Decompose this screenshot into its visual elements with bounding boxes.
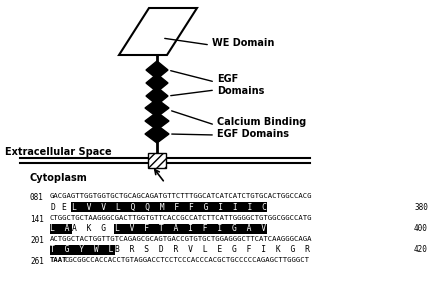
Text: E: E [61, 203, 66, 212]
Text: 380: 380 [414, 203, 428, 212]
Polygon shape [146, 87, 168, 105]
Polygon shape [145, 112, 169, 130]
Polygon shape [145, 125, 169, 143]
Text: Calcium Binding
EGF Domains: Calcium Binding EGF Domains [217, 117, 306, 139]
Text: L  V  V  L  Q  Q  M  F  F  G  I  I  I  C  A  L  A  T: L V V L Q Q M F F G I I I C A L A T [72, 203, 326, 212]
Bar [49, 245, 115, 255]
Text: CTGGCTGCTAAGGGCGACTTGGTGTTCACCGCCATCTTCATTGGGGCTGTGGCGGCCATG: CTGGCTGCTAAGGGCGACTTGGTGTTCACCGCCATCTTCA… [50, 215, 313, 221]
Bar [114, 224, 267, 234]
Text: ACTGGCTACTGGTTGTCAGAGCGCAGTGACCGTGTGCTGGAGGGCTTCATCAAGGGCAGA: ACTGGCTACTGGTTGTCAGAGCGCAGTGACCGTGTGCTGG… [50, 236, 313, 242]
Text: EGF
Domains: EGF Domains [217, 74, 264, 96]
Bar [71, 202, 267, 212]
Text: A  K  G  D: A K G D [72, 224, 121, 233]
Text: B  R  S  D  R  V  L  E  G  F  I  K  G  R: B R S D R V L E G F I K G R [115, 246, 310, 254]
Polygon shape [145, 99, 169, 117]
Text: TAAT: TAAT [50, 257, 68, 263]
Text: WE Domain: WE Domain [212, 38, 274, 48]
Text: 081: 081 [30, 193, 44, 202]
Text: 141: 141 [30, 215, 44, 224]
Bar [148, 153, 166, 168]
Polygon shape [119, 8, 197, 55]
Bar [49, 224, 72, 234]
Polygon shape [146, 74, 168, 92]
Text: D: D [50, 203, 55, 212]
Text: CGCGGCCACCACCTGTAGGACCTCCTCCCACCCACGCTGCCCCCAGAGCTTGGGCT: CGCGGCCACCACCTGTAGGACCTCCTCCCACCCACGCTGC… [64, 257, 310, 263]
Text: GACGAGTTGGTGGTGCTGCAGCAGATGTTCTTTGGCATCATCATCTGTGCACTGGCCACG: GACGAGTTGGTGGTGCTGCAGCAGATGTTCTTTGGCATCA… [50, 193, 313, 199]
Text: Extracellular Space: Extracellular Space [5, 147, 112, 157]
Polygon shape [146, 61, 168, 79]
Text: T  G  Y  W  L  S: T G Y W L S [50, 246, 129, 254]
Text: 201: 201 [30, 236, 44, 245]
Text: 261: 261 [30, 257, 44, 266]
Text: L  V  F  T  A  I  F  I  G  A  V  A  A  M: L V F T A I F I G A V A A M [115, 224, 310, 233]
Text: L  A: L A [50, 224, 70, 233]
Text: 400: 400 [414, 224, 428, 233]
Text: Cytoplasm: Cytoplasm [30, 173, 88, 183]
Text: 420: 420 [414, 246, 428, 254]
